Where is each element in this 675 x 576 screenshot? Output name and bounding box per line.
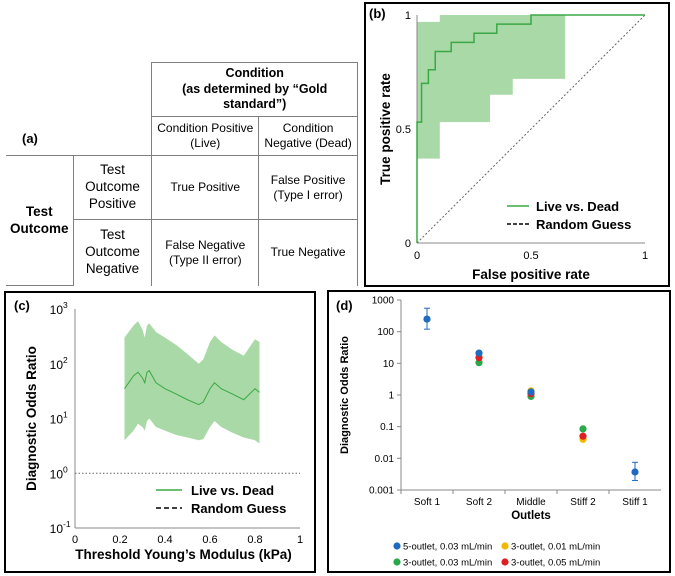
y-tick-exponent: -1 bbox=[63, 519, 71, 529]
x-tick-label: 0.6 bbox=[202, 534, 217, 546]
panel-d-outlets-chart: 0.001 0.01 0.1 1 10 100 1000 Soft 1 Soft 2 Middle… bbox=[339, 296, 661, 569]
x-tick-label: 0 bbox=[72, 534, 78, 546]
category-label: Middle bbox=[516, 497, 546, 508]
panel-b-frame bbox=[364, 2, 670, 287]
panel-a-letter: (a) bbox=[22, 131, 38, 146]
y-tick-label: 10 bbox=[50, 467, 64, 481]
y-tick-label: 10 bbox=[50, 522, 64, 536]
x-tick-label: 1 bbox=[642, 250, 648, 262]
panel-c-frame bbox=[4, 291, 316, 573]
legend-live-label: Live vs. Dead bbox=[536, 199, 619, 214]
roc-curve-live-vs-dead bbox=[416, 14, 645, 243]
y-tick-label: 10 bbox=[50, 303, 64, 317]
legend-random-label: Random Guess bbox=[191, 501, 286, 516]
y-tick-label: 1 bbox=[388, 391, 394, 402]
x-tick-label: 0 bbox=[414, 250, 420, 262]
condition-negative-header: Condition Negative (Dead) bbox=[258, 116, 358, 156]
test-outcome-positive: Test Outcome Positive bbox=[72, 155, 153, 220]
y-tick-label: 10 bbox=[50, 358, 64, 372]
y-tick-label: 10 bbox=[50, 413, 64, 427]
y-axis-label: Diagnostic Odds Ratio bbox=[339, 336, 351, 454]
data-point-5-outlet-0-03-ml-min bbox=[475, 349, 483, 357]
x-axis-label: Threshold Young’s Modulus (kPa) bbox=[75, 547, 292, 562]
legend-random-label: Random Guess bbox=[536, 217, 631, 232]
data-point-5-outlet-0-03-ml-min bbox=[631, 468, 639, 476]
category-label: Soft 2 bbox=[466, 497, 493, 508]
true-negative-cell: True Negative bbox=[258, 219, 358, 286]
panel-c-letter: (c) bbox=[14, 298, 30, 313]
y-tick-label: 100 bbox=[377, 327, 394, 338]
y-tick-exponent: 2 bbox=[63, 355, 68, 365]
panel-d-frame bbox=[327, 290, 671, 573]
panel-b-letter: (b) bbox=[369, 6, 386, 21]
panel-d-letter: (d) bbox=[336, 298, 353, 313]
legend-swatch bbox=[393, 542, 401, 550]
roc-confidence-band bbox=[417, 15, 566, 159]
y-tick-label: 10 bbox=[383, 359, 395, 370]
y-tick-exponent: 3 bbox=[63, 300, 68, 310]
legend-label: 5-outlet, 0.03 mL/min bbox=[403, 542, 492, 553]
y-tick-label: 0.1 bbox=[380, 422, 394, 433]
legend-label: 3-outlet, 0.05 mL/min bbox=[511, 558, 600, 569]
x-tick-label: 0.2 bbox=[112, 534, 127, 546]
condition-positive-header: Condition Positive (Live) bbox=[151, 116, 260, 156]
y-tick-label: 1000 bbox=[372, 296, 395, 307]
y-tick-label: 0.5 bbox=[396, 124, 411, 136]
x-tick-label: 0.8 bbox=[247, 534, 262, 546]
data-point-3-outlet-0-03-ml-min bbox=[579, 425, 587, 433]
false-negative-cell: False Negative (Type II error) bbox=[151, 219, 260, 286]
data-point-3-outlet-0-05-ml-min bbox=[579, 432, 587, 440]
category-label: Soft 1 bbox=[414, 497, 441, 508]
x-axis-label: Outlets bbox=[511, 510, 551, 522]
category-label: Stiff 1 bbox=[622, 497, 648, 508]
y-tick-exponent: 1 bbox=[63, 410, 68, 420]
legend-label: 3-outlet, 0.03 mL/min bbox=[403, 558, 492, 569]
x-axis-label: False positive rate bbox=[472, 267, 590, 282]
legend-label: 3-outlet, 0.01 mL/min bbox=[511, 542, 600, 553]
x-tick-label: 0.5 bbox=[523, 250, 538, 262]
true-positive-cell: True Positive bbox=[151, 155, 260, 220]
legend-swatch bbox=[501, 542, 509, 550]
dor-confidence-band bbox=[124, 321, 260, 444]
y-tick-label: 0.001 bbox=[369, 486, 394, 497]
data-point-5-outlet-0-03-ml-min bbox=[423, 315, 431, 323]
x-tick-label: 1 bbox=[297, 534, 303, 546]
category-label: Stiff 2 bbox=[570, 497, 596, 508]
dor-curve-live-vs-dead bbox=[124, 369, 260, 406]
legend-swatch bbox=[393, 558, 401, 566]
y-axis-label: True positive rate bbox=[378, 73, 393, 185]
confusion-matrix-table: Condition (as determined by “Gold standa… bbox=[6, 62, 358, 286]
y-tick-label: 1 bbox=[405, 10, 411, 22]
condition-header: Condition (as determined by “Gold standa… bbox=[151, 62, 358, 117]
legend-swatch bbox=[501, 558, 509, 566]
y-tick-label: 0 bbox=[405, 238, 411, 250]
false-positive-cell: False Positive (Type I error) bbox=[258, 155, 358, 220]
x-tick-label: 0.4 bbox=[157, 534, 172, 546]
test-outcome-header: Test Outcome bbox=[6, 155, 74, 286]
panel-b-roc-chart: 0 0.5 1 0 0.5 1 False positive rate True positi… bbox=[378, 10, 648, 282]
y-axis-label: Diagnostic Odds Ratio bbox=[24, 346, 39, 491]
test-outcome-negative: Test Outcome Negative bbox=[72, 219, 153, 286]
data-point-5-outlet-0-03-ml-min bbox=[527, 388, 535, 396]
y-tick-exponent: 0 bbox=[63, 464, 68, 474]
random-guess-line bbox=[416, 14, 646, 244]
y-tick-label: 0.01 bbox=[375, 454, 395, 465]
legend-live-label: Live vs. Dead bbox=[191, 483, 274, 498]
